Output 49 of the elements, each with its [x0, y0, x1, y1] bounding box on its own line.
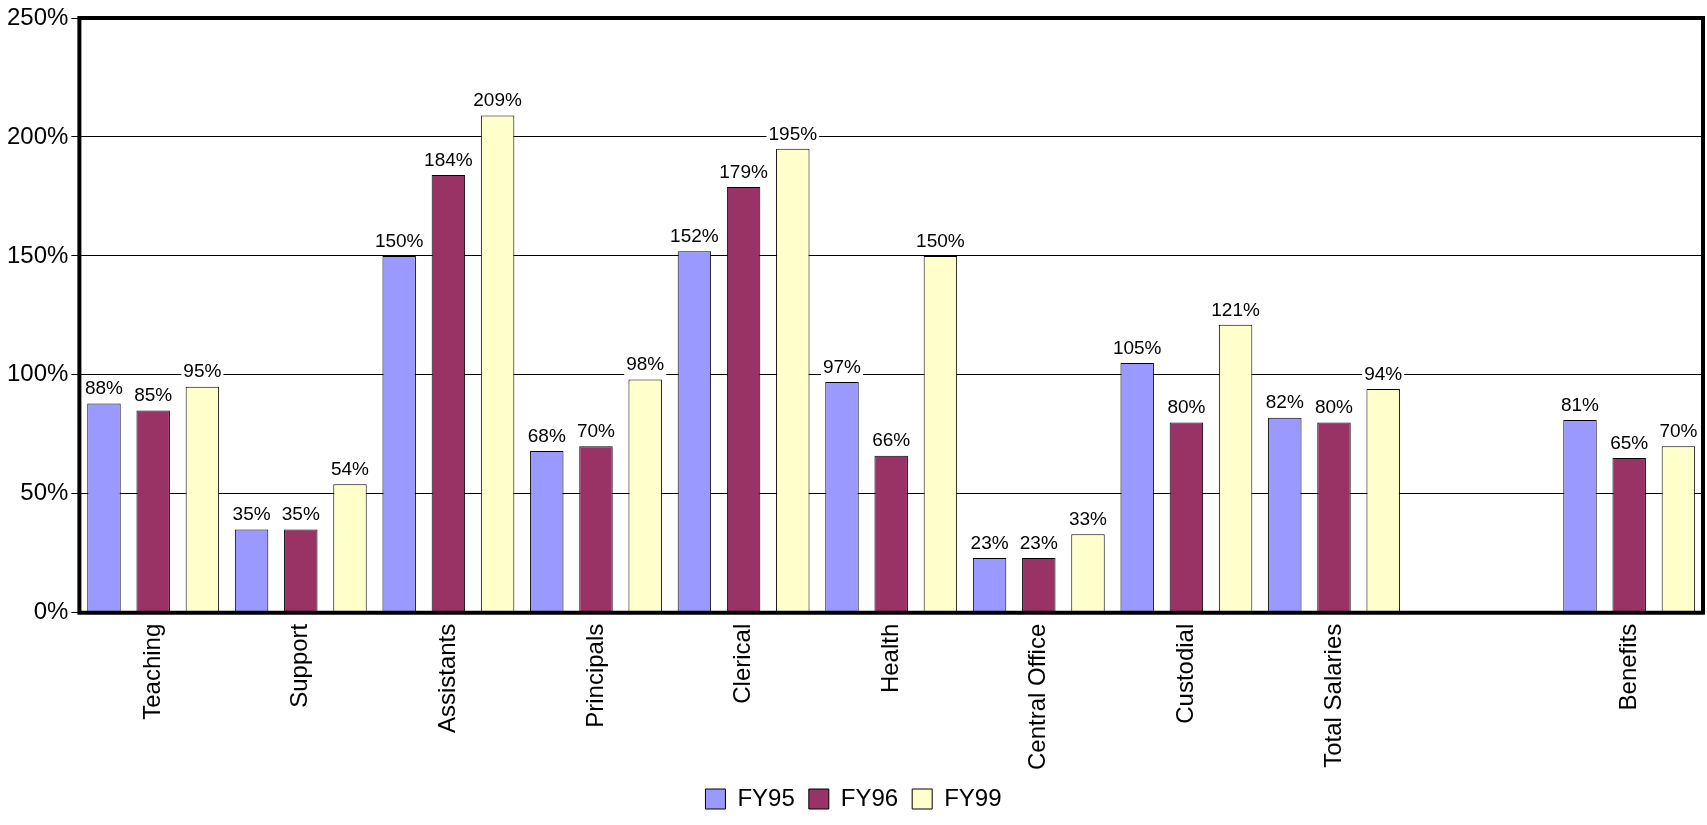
data-label: 97% [822, 355, 862, 377]
data-label: 23% [970, 531, 1009, 553]
data-label: 209% [473, 89, 522, 111]
data-label: 95% [183, 360, 222, 382]
data-label: 65% [1610, 431, 1649, 453]
data-label: 121% [1211, 298, 1260, 320]
x-tick-label: Health [875, 623, 903, 694]
x-tick-label: Custodial [1171, 623, 1199, 724]
x-tick-label: Clerical [728, 623, 756, 704]
data-label: 152% [670, 224, 719, 246]
x-tick-label: Benefits [1613, 623, 1641, 711]
data-label: 85% [134, 384, 173, 406]
legend-label: FY99 [944, 783, 1002, 811]
x-tick-label: Assistants [433, 623, 461, 734]
x-tick-label: Total Salaries [1318, 623, 1346, 768]
y-tick-label: 100% [6, 359, 69, 387]
data-label: 150% [374, 229, 424, 251]
data-label: 80% [1314, 396, 1354, 418]
data-label: 105% [1112, 336, 1162, 358]
y-tick-label: 0% [33, 597, 69, 625]
data-label: 195% [768, 122, 818, 144]
data-label: 68% [527, 424, 566, 446]
y-tick-label: 250% [6, 2, 69, 30]
x-tick-label: Support [285, 623, 313, 708]
y-tick-label: 150% [6, 240, 69, 268]
x-tick-label: Principals [580, 623, 608, 728]
legend-label: FY96 [840, 783, 899, 811]
data-label: 70% [1659, 419, 1698, 441]
data-label: 80% [1167, 396, 1206, 418]
data-label: 179% [719, 160, 768, 182]
data-label: 66% [872, 429, 911, 451]
data-label: 23% [1019, 531, 1058, 553]
y-tick-label: 50% [20, 478, 69, 506]
data-label: 98% [626, 353, 665, 375]
y-tick-label: 200% [6, 121, 69, 149]
x-tick-label: Central Office [1023, 623, 1051, 771]
data-label: 35% [281, 503, 320, 525]
data-label: 94% [1364, 362, 1403, 384]
data-label: 81% [1560, 393, 1600, 415]
legend-label: FY95 [737, 783, 795, 811]
data-label: 33% [1068, 507, 1108, 529]
data-label: 82% [1265, 391, 1304, 413]
x-tick-label: Teaching [137, 623, 165, 720]
data-label: 70% [576, 419, 616, 441]
data-label: 88% [84, 377, 124, 399]
data-label: 184% [424, 148, 473, 170]
data-label: 54% [330, 457, 370, 479]
data-label: 150% [916, 229, 965, 251]
data-label: 35% [232, 503, 271, 525]
